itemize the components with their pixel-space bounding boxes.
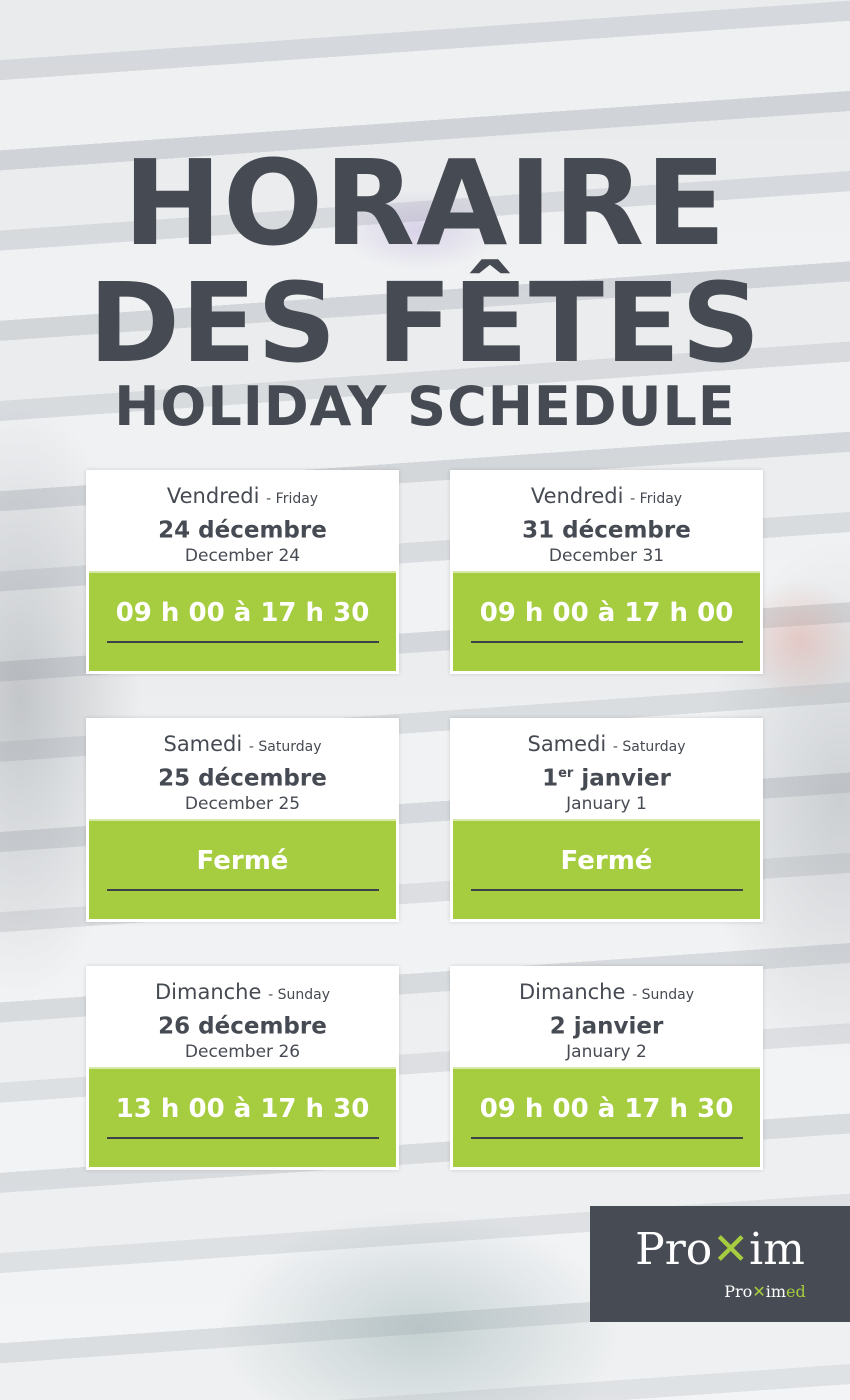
title-des-fetes: DES FÊTES: [88, 259, 762, 387]
title-holiday-schedule: HOLIDAY SCHEDULE: [114, 375, 736, 438]
hours-panel: 09 h 00 à 17 h 00: [453, 571, 760, 671]
date-en: January 1: [566, 793, 647, 814]
hours-panel: Fermé: [89, 819, 396, 919]
date-fr-text: 2 janvier: [549, 1013, 664, 1040]
date-fr-text: 31 décembre: [522, 517, 691, 544]
hours-text: Fermé: [560, 846, 653, 876]
hours-text: Fermé: [196, 846, 289, 876]
day-en: - Friday: [266, 491, 319, 507]
day-fr: Samedi: [163, 732, 243, 756]
schedule-card: Samedi - Saturday 1er janvier January 1 …: [450, 718, 763, 922]
card-header: Samedi - Saturday 1er janvier January 1: [453, 721, 760, 819]
date-fr: 24 décembre: [89, 512, 396, 545]
hours-text: 09 h 00 à 17 h 00: [479, 598, 734, 628]
divider: [106, 889, 379, 891]
card-header: Dimanche - Sunday 26 décembre December 2…: [89, 969, 396, 1067]
schedule-card: Dimanche - Sunday 2 janvier January 2 09…: [450, 966, 763, 1170]
date-fr: 1er janvier: [453, 760, 760, 793]
day-en: - Saturday: [248, 739, 322, 755]
date-en: December 25: [184, 793, 301, 814]
day-label: Samedi - Saturday: [453, 731, 760, 760]
divider: [470, 1137, 743, 1139]
day-en: - Saturday: [612, 739, 686, 755]
divider: [470, 641, 743, 643]
day-fr: Samedi: [527, 732, 607, 756]
schedule-card: Samedi - Saturday 25 décembre December 2…: [86, 718, 399, 922]
card-header: Vendredi - Friday 24 décembre December 2…: [89, 473, 396, 571]
date-fr-text: 1: [542, 765, 559, 792]
date-fr-text: 24 décembre: [158, 517, 327, 544]
day-en: - Sunday: [268, 987, 330, 1003]
date-en: December 24: [184, 545, 301, 566]
date-fr: 2 janvier: [453, 1008, 760, 1041]
day-en: - Friday: [630, 491, 683, 507]
date-en: December 26: [184, 1041, 301, 1062]
date-fr: 25 décembre: [89, 760, 396, 793]
day-fr: Dimanche: [519, 980, 626, 1004]
logo-sub-brand: Pro✕imed: [724, 1282, 806, 1301]
day-fr: Vendredi: [530, 484, 624, 508]
day-label: Samedi - Saturday: [89, 731, 396, 760]
hours-panel: 13 h 00 à 17 h 30: [89, 1067, 396, 1167]
logo-brand: Pro✕im: [635, 1224, 805, 1275]
date-sup: er: [558, 766, 574, 781]
card-header: Samedi - Saturday 25 décembre December 2…: [89, 721, 396, 819]
card-header: Vendredi - Friday 31 décembre December 3…: [453, 473, 760, 571]
date-en: January 2: [566, 1041, 647, 1062]
schedule-card: Vendredi - Friday 24 décembre December 2…: [86, 470, 399, 674]
divider: [106, 1137, 379, 1139]
day-label: Vendredi - Friday: [89, 483, 396, 512]
hours-text: 13 h 00 à 17 h 30: [115, 1094, 370, 1124]
day-label: Vendredi - Friday: [453, 483, 760, 512]
date-fr: 31 décembre: [453, 512, 760, 545]
hours-panel: 09 h 00 à 17 h 30: [89, 571, 396, 671]
hours-text: 09 h 00 à 17 h 30: [115, 598, 370, 628]
title-horaire: HORAIRE: [123, 134, 727, 272]
date-fr: 26 décembre: [89, 1008, 396, 1041]
hours-panel: 09 h 00 à 17 h 30: [453, 1067, 760, 1167]
schedule-card: Vendredi - Friday 31 décembre December 3…: [450, 470, 763, 674]
date-en: December 31: [548, 545, 665, 566]
day-en: - Sunday: [632, 987, 694, 1003]
hours-text: 09 h 00 à 17 h 30: [479, 1094, 734, 1124]
date-fr-rest: janvier: [573, 765, 671, 792]
divider: [106, 641, 379, 643]
date-fr-text: 26 décembre: [158, 1013, 327, 1040]
day-label: Dimanche - Sunday: [453, 979, 760, 1008]
day-label: Dimanche - Sunday: [89, 979, 396, 1008]
card-header: Dimanche - Sunday 2 janvier January 2: [453, 969, 760, 1067]
date-fr-text: 25 décembre: [158, 765, 327, 792]
schedule-card: Dimanche - Sunday 26 décembre December 2…: [86, 966, 399, 1170]
day-fr: Vendredi: [166, 484, 260, 508]
hours-panel: Fermé: [453, 819, 760, 919]
day-fr: Dimanche: [155, 980, 262, 1004]
divider: [470, 889, 743, 891]
proxim-logo: Pro✕im Pro✕imed: [590, 1206, 850, 1322]
